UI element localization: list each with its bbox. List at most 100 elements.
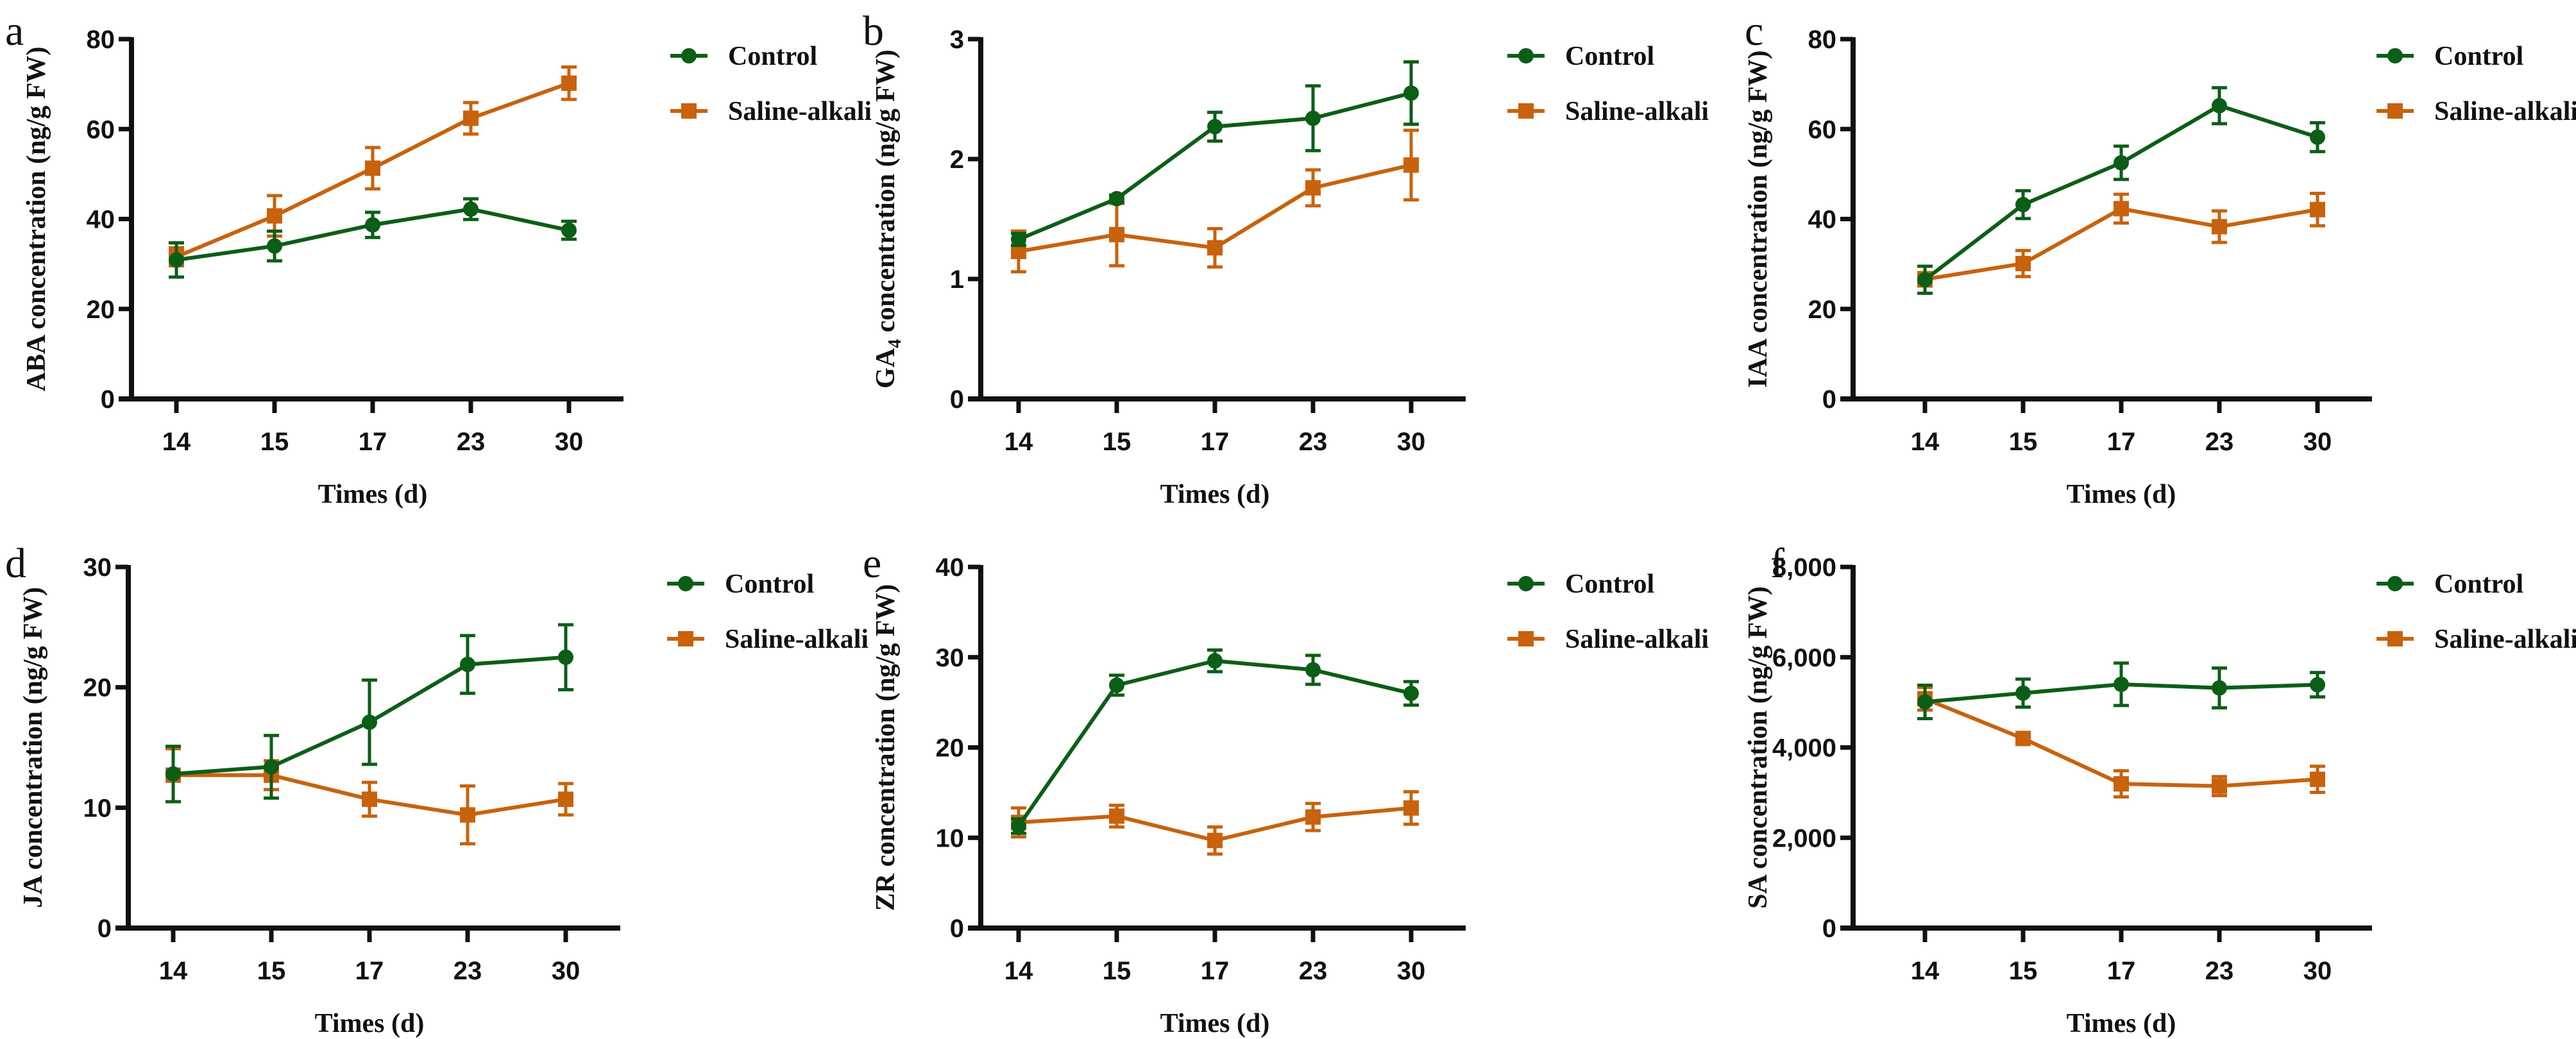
x-tick-label: 17 (2107, 957, 2136, 985)
legend-saline-marker (1518, 103, 1534, 119)
data-point-control (2015, 197, 2031, 213)
legend-saline-marker (678, 631, 693, 646)
legend-saline-label: Saline-alkali (2434, 625, 2576, 654)
series-saline-alkali (1011, 790, 1419, 856)
data-point-saline-alkali (2212, 778, 2227, 794)
series-saline-alkali (1011, 128, 1419, 274)
panel-letter: f (1770, 540, 1784, 587)
x-tick-label: 15 (257, 957, 286, 985)
data-point-control (2212, 97, 2227, 114)
legend-control-label: Control (2434, 42, 2523, 71)
data-point-control (1109, 190, 1124, 207)
data-point-saline-alkali (558, 791, 573, 807)
legend: Control Saline-alkali (667, 570, 869, 654)
data-point-control (1403, 85, 1419, 101)
x-tick-label: 23 (1299, 957, 1328, 985)
y-tick-label: 0 (1822, 385, 1836, 414)
y-tick-label: 30 (83, 553, 112, 582)
legend: Control Saline-alkali (2377, 42, 2576, 126)
y-tick-label: 0 (1822, 915, 1836, 943)
legend-control-label: Control (728, 42, 817, 71)
x-tick-label: 23 (1299, 428, 1328, 456)
data-point-saline-alkali (460, 807, 475, 823)
data-point-control (1011, 818, 1026, 834)
x-tick-label: 14 (1004, 957, 1033, 985)
legend-control-label: Control (725, 570, 814, 599)
x-tick-label: 17 (1201, 428, 1230, 456)
legend-saline-label: Saline-alkali (1565, 625, 1709, 654)
data-point-control (463, 201, 479, 217)
legend: Control Saline-alkali (2377, 570, 2576, 654)
series-line (1017, 659, 1412, 827)
y-tick-label: 3 (950, 26, 964, 54)
x-tick-label: 30 (2303, 428, 2332, 456)
data-point-control (1207, 119, 1223, 135)
panel-letter: b (863, 8, 884, 55)
panel-c: c 0 20 40 60 80 14 15 17 23 30 Times (d) IAA concent… (1743, 8, 2576, 509)
data-point-saline-alkali (463, 110, 479, 126)
y-axis-title-subscript: 4 (885, 339, 905, 348)
x-tick-label: 23 (2205, 957, 2234, 985)
x-tick-label: 23 (2205, 428, 2234, 456)
data-point-control (561, 223, 577, 239)
y-tick-label: 60 (1808, 115, 1837, 144)
data-point-saline-alkali (1207, 832, 1223, 849)
data-point-control (1109, 677, 1124, 693)
y-tick-label: 2,000 (1772, 824, 1836, 852)
x-tick-label: 17 (1201, 957, 1230, 985)
data-point-saline-alkali (2212, 219, 2227, 235)
x-axis-title: Times (d) (2067, 480, 2176, 509)
x-axis-title: Times (d) (1160, 480, 1270, 509)
x-tick-label: 23 (457, 428, 486, 456)
legend: Control Saline-alkali (670, 42, 872, 126)
legend-control-marker (681, 48, 697, 63)
data-point-control (1305, 110, 1321, 126)
x-tick-label: 14 (162, 428, 191, 456)
legend-saline-label: Saline-alkali (725, 625, 869, 654)
legend-control-label: Control (2434, 570, 2523, 599)
data-point-saline-alkali (2015, 255, 2031, 271)
data-point-saline-alkali (365, 160, 380, 176)
data-point-saline-alkali (1403, 800, 1419, 816)
data-point-control (558, 649, 573, 665)
x-tick-label: 15 (2009, 428, 2038, 456)
series-control (1011, 648, 1419, 835)
data-point-saline-alkali (1403, 157, 1419, 173)
legend-saline-marker (2387, 103, 2403, 119)
y-tick-label: 0 (950, 385, 964, 414)
data-point-control (1305, 662, 1321, 678)
panel-e: e 0 10 20 30 40 14 15 17 23 30 Times (d) ZR concentr… (863, 540, 1709, 1038)
data-point-saline-alkali (2015, 731, 2031, 747)
y-tick-label: 80 (1808, 26, 1837, 54)
data-point-saline-alkali (2310, 772, 2325, 788)
y-axis-title: SA concentration (ng/g FW) (1743, 586, 1773, 909)
legend-saline-label: Saline-alkali (2434, 97, 2576, 126)
data-point-control (2310, 677, 2325, 693)
legend-saline-label: Saline-alkali (728, 97, 872, 126)
y-tick-label: 6,000 (1772, 644, 1836, 672)
data-point-control (1917, 694, 1933, 710)
data-point-control (264, 759, 279, 775)
x-tick-label: 15 (1103, 428, 1131, 456)
legend-saline-label: Saline-alkali (1565, 97, 1709, 126)
x-tick-label: 17 (355, 957, 384, 985)
data-point-control (1917, 272, 1933, 288)
panel-letter: d (5, 540, 26, 587)
legend: Control Saline-alkali (1507, 570, 1709, 654)
legend-saline-marker (2387, 631, 2403, 646)
data-point-control (2310, 129, 2325, 145)
y-tick-label: 40 (1808, 206, 1837, 234)
y-axis-title: JA concentration (ng/g FW) (19, 587, 48, 908)
data-point-control (169, 252, 184, 268)
y-tick-label: 20 (1808, 296, 1837, 324)
y-axis-title-part: concentration (ng/g FW) (871, 49, 901, 339)
data-point-control (365, 217, 380, 233)
x-tick-label: 15 (2009, 957, 2038, 985)
x-axis-title: Times (d) (2067, 1009, 2176, 1038)
y-axis-title: GA4 concentration (ng/g FW) (871, 49, 905, 388)
y-tick-label: 4,000 (1772, 734, 1836, 763)
y-tick-label: 8,000 (1772, 553, 1836, 582)
x-tick-label: 14 (1911, 428, 1940, 456)
